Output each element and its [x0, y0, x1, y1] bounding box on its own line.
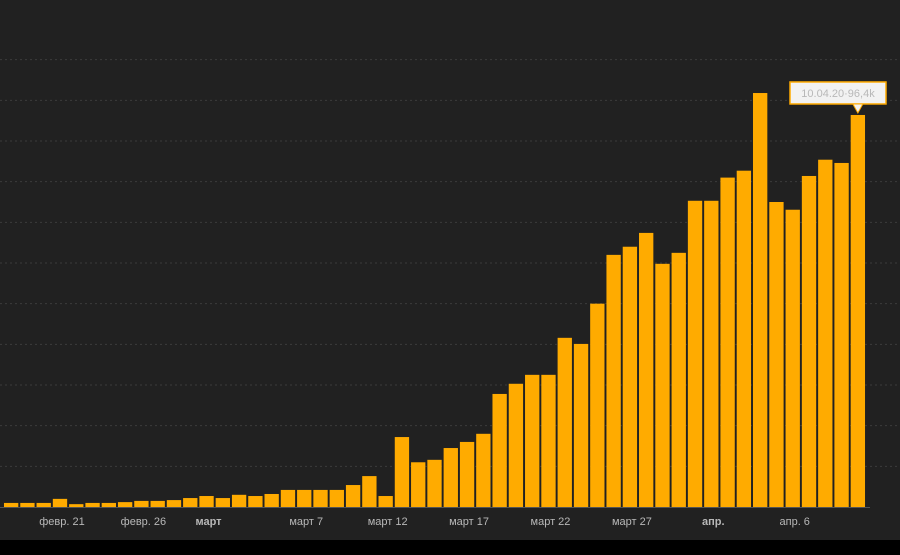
x-tick-label: март 22 — [531, 516, 571, 528]
bar — [606, 254, 621, 507]
bar — [525, 374, 540, 507]
bar — [785, 209, 800, 507]
bar — [411, 462, 426, 507]
bar — [736, 170, 752, 508]
x-tick-label: февр. 21 — [39, 516, 84, 528]
bar — [297, 489, 312, 507]
bar — [117, 502, 133, 507]
x-tick-label: апр. 6 — [780, 516, 810, 528]
bar — [264, 493, 279, 507]
bar — [834, 162, 849, 507]
bar — [687, 200, 703, 507]
bar — [248, 496, 263, 507]
bar — [52, 498, 68, 507]
bar — [557, 337, 572, 507]
bar — [329, 489, 344, 507]
tooltip-pointer — [852, 103, 864, 115]
bar — [704, 200, 719, 507]
bar — [752, 93, 768, 507]
bar — [655, 263, 670, 507]
bar — [459, 441, 475, 507]
bar — [362, 476, 377, 507]
bar — [215, 498, 230, 507]
bar — [427, 459, 442, 507]
bar — [394, 437, 410, 507]
bar — [573, 343, 589, 507]
bar — [183, 498, 198, 507]
tooltip-box — [789, 81, 887, 105]
bar — [590, 303, 605, 507]
bar — [36, 502, 51, 507]
bar — [101, 502, 117, 507]
bar — [313, 489, 328, 507]
x-tick-label: апр. — [702, 516, 725, 528]
x-tick-label: март 12 — [368, 516, 408, 528]
x-tick-label: март 27 — [612, 516, 652, 528]
x-tick-label: февр. 26 — [121, 516, 166, 528]
tooltip-text: 10.04.20·96,4k — [801, 88, 875, 100]
bar — [199, 496, 214, 507]
bar — [3, 502, 19, 507]
bar — [622, 246, 638, 507]
bar — [166, 500, 182, 507]
bar — [801, 175, 817, 507]
bar — [378, 496, 393, 507]
bar — [671, 252, 686, 507]
bar — [639, 232, 654, 507]
bar — [850, 114, 866, 508]
bar — [508, 383, 524, 507]
bar — [20, 502, 35, 507]
bar — [769, 202, 784, 507]
x-tick-label: март 7 — [289, 516, 323, 528]
bar — [492, 393, 507, 507]
bar — [85, 502, 100, 507]
bottom-strip — [0, 540, 900, 555]
bar — [150, 500, 165, 507]
bar — [818, 159, 833, 507]
bar — [69, 504, 84, 507]
bar — [280, 489, 296, 507]
x-tick-label: март — [195, 516, 222, 528]
bar — [231, 494, 247, 507]
bar — [134, 500, 149, 507]
bar — [720, 177, 735, 507]
x-tick-label: март 17 — [449, 516, 489, 528]
bar — [541, 374, 556, 507]
bar — [443, 448, 458, 507]
bar — [476, 433, 491, 507]
bar — [345, 485, 361, 507]
